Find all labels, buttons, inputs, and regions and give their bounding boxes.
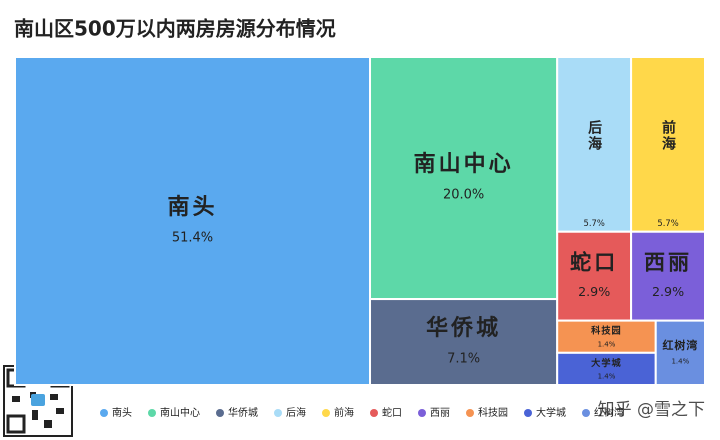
cell-value-label: 1.4% (598, 340, 616, 348)
legend-label: 红树湾 (594, 406, 624, 419)
legend-label: 大学城 (536, 406, 566, 419)
legend-marker (418, 409, 426, 417)
legend-marker (216, 409, 224, 417)
cell-label: 南头 (167, 195, 217, 220)
treemap-cell (369, 56, 559, 301)
treemap-cell (14, 56, 372, 386)
legend-marker (370, 409, 378, 417)
legend-marker (466, 409, 474, 417)
cell-value-label: 5.7% (657, 218, 678, 228)
legend-marker (582, 409, 590, 417)
legend-marker (322, 409, 330, 417)
cell-value-label: 51.4% (172, 231, 213, 246)
legend-marker (274, 409, 282, 417)
cell-label: 西丽 (644, 250, 692, 275)
cell-label: 大学城 (591, 357, 622, 369)
cell-value-label: 5.7% (584, 218, 605, 228)
treemap-cell (630, 56, 706, 233)
legend-marker (100, 409, 108, 417)
legend-label: 华侨城 (228, 406, 258, 419)
cell-value-label: 2.9% (652, 284, 684, 299)
treemap-cell (556, 351, 657, 386)
cell-value-label: 7.1% (447, 352, 480, 367)
legend-label: 蛇口 (382, 406, 402, 419)
cell-label: 科技园 (591, 325, 622, 337)
legend-label: 科技园 (478, 406, 508, 419)
cell-value-label: 2.9% (578, 284, 610, 299)
cell-label: 前海 (660, 119, 676, 152)
legend-label: 西丽 (430, 408, 450, 419)
legend-label: 后海 (286, 406, 306, 419)
cell-value-label: 1.4% (671, 357, 689, 365)
cell-value-label: 20.0% (443, 188, 484, 203)
legend-marker (524, 409, 532, 417)
treemap-cell (369, 298, 559, 386)
treemap-cell (556, 56, 633, 233)
treemap-cell (654, 319, 706, 386)
cell-label: 南山中心 (414, 152, 514, 177)
cell-label: 后海 (586, 119, 602, 152)
cell-label: 红树湾 (662, 338, 698, 352)
cell-label: 华侨城 (426, 315, 501, 341)
legend-label: 南头 (112, 406, 132, 419)
cell-label: 蛇口 (570, 250, 618, 275)
watermark: 知乎 @雪之下 (598, 400, 705, 420)
treemap-cell (556, 230, 633, 322)
legend-marker (148, 409, 156, 417)
cell-value-label: 1.4% (598, 373, 616, 381)
treemap-cell (630, 230, 706, 322)
legend-label: 前海 (334, 406, 354, 419)
legend-label: 南山中心 (160, 406, 200, 419)
chart-title: 南山区500万以内两房房源分布情况 (14, 17, 336, 41)
